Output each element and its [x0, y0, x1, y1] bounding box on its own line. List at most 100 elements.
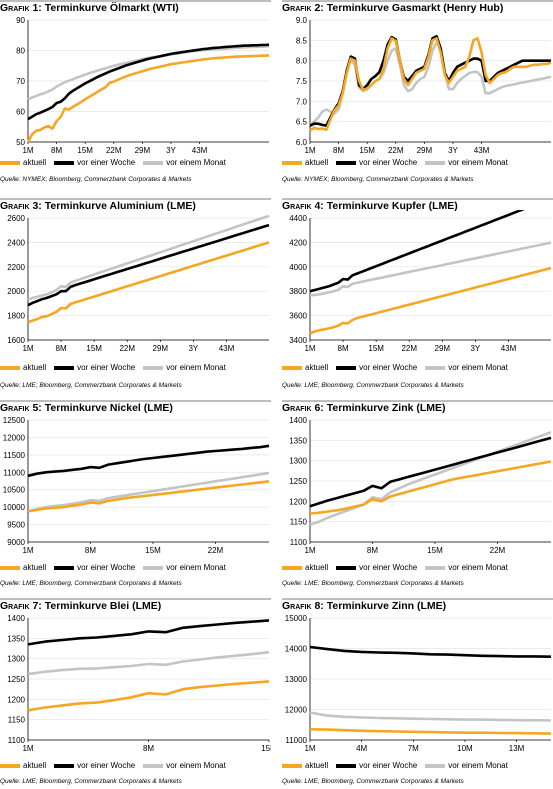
- y-tick-label: 15000: [285, 614, 308, 623]
- chart-name: Terminkurve Kupfer (LME): [326, 200, 458, 212]
- series-line-woche: [27, 223, 270, 307]
- source-note: Quelle: LME; Bloomberg, Commerzbank Corp…: [0, 580, 182, 587]
- chart-name: Terminkurve Nickel (LME): [44, 402, 173, 414]
- chart-name: Terminkurve Ölmarkt (WTI): [44, 2, 179, 14]
- legend-item-woche: vor einer Woche: [336, 563, 417, 572]
- y-tick-label: 1200: [289, 497, 307, 506]
- y-tick-label: 11000: [285, 736, 307, 745]
- y-tick-label: 6.5: [296, 118, 308, 127]
- x-tick-label: 15M: [368, 344, 384, 353]
- legend-item-woche: vor einer Woche: [54, 158, 135, 167]
- x-tick-label: 7M: [408, 744, 419, 753]
- x-tick-label: 22M: [401, 344, 417, 353]
- x-tick-label: 15M: [145, 546, 161, 555]
- chart-name: Terminkurve Zinn (LME): [326, 600, 447, 612]
- y-tick-label: 12000: [285, 706, 308, 715]
- y-tick-label: 10500: [3, 486, 26, 495]
- chart-title: Grafik 1: Terminkurve Ölmarkt (WTI): [0, 2, 179, 14]
- figure-number: Grafik 8:: [282, 600, 324, 612]
- series-line-woche: [309, 210, 525, 293]
- legend-item-aktuell: aktuell: [0, 563, 46, 572]
- x-tick-label: 29M: [417, 146, 433, 155]
- series-line-aktuell: [26, 54, 270, 143]
- divider: [282, 598, 553, 600]
- y-tick-label: 14000: [285, 645, 308, 654]
- x-tick-label: 8M: [56, 344, 67, 353]
- x-tick-label: 15M: [427, 546, 443, 555]
- y-tick-label: 12000: [3, 433, 26, 442]
- x-tick-label: 3Y: [448, 146, 458, 155]
- chart-panel-8: Grafik 8: Terminkurve Zinn (LME) 11000 12…: [282, 598, 553, 789]
- divider: [0, 400, 271, 402]
- y-tick-label: 60: [16, 108, 25, 117]
- chart-title: Grafik 8: Terminkurve Zinn (LME): [282, 600, 446, 612]
- x-tick-label: 8M: [367, 546, 378, 555]
- y-tick-label: 9.0: [296, 16, 308, 25]
- y-tick-label: 1350: [7, 634, 25, 643]
- y-tick-label: 1800: [7, 312, 25, 321]
- series-line-monat: [309, 241, 552, 297]
- line-chart-wti: 50 60 70 80 90 1M 8M 15M 22M 29M 3Y 43M: [16, 16, 270, 155]
- y-tick-label: 13000: [285, 675, 308, 684]
- legend: aktuell vor einer Woche vor einem Monat: [282, 563, 516, 572]
- legend-item-woche: vor einer Woche: [54, 761, 135, 770]
- legend-item-aktuell: aktuell: [282, 563, 328, 572]
- y-tick-label: 3400: [289, 336, 307, 345]
- y-tick-label: 4200: [289, 238, 307, 247]
- source-note: Quelle: NYMEX; Bloomberg, Commerzbank Co…: [282, 176, 474, 183]
- chart-title: Grafik 5: Terminkurve Nickel (LME): [0, 402, 173, 414]
- chart-title: Grafik 7: Terminkurve Blei (LME): [0, 600, 161, 612]
- legend-item-monat: vor einem Monat: [425, 761, 508, 770]
- series-line-monat: [309, 711, 552, 722]
- legend-item-aktuell: aktuell: [282, 363, 328, 372]
- source-note: Quelle: LME; Bloomberg, Commerzbank Corp…: [282, 580, 464, 587]
- chart-panel-5: Grafik 5: Terminkurve Nickel (LME) 9000 9…: [0, 400, 271, 595]
- y-tick-label: 1200: [7, 695, 25, 704]
- series-line-monat: [309, 430, 552, 526]
- line-chart-nickel: 9000 9500 10000 10500 11000 11500 12000 12500 1M…: [3, 416, 270, 555]
- line-chart-kupfer: 3400 3600 3800 4000 4200 4400 1M 8M 15M 22M 29M 3Y 4…: [289, 210, 552, 353]
- y-tick-label: 1400: [7, 614, 25, 623]
- chart-panel-1: Grafik 1: Terminkurve Ölmarkt (WTI) 50 60…: [0, 0, 271, 188]
- y-tick-label: 1150: [290, 518, 308, 527]
- series-line-monat: [27, 650, 270, 676]
- chart-panel-7: Grafik 7: Terminkurve Blei (LME) 1100 115…: [0, 598, 271, 789]
- source-note: Quelle: LME; Bloomberg, Commerzbank Corp…: [282, 382, 464, 389]
- x-tick-label: 4M: [356, 744, 367, 753]
- x-tick-label: 29M: [135, 146, 151, 155]
- y-tick-label: 1100: [8, 736, 26, 745]
- x-tick-label: 43M: [474, 146, 490, 155]
- x-tick-label: 15M: [261, 744, 271, 753]
- y-tick-label: 50: [16, 138, 25, 147]
- x-tick-label: 10M: [457, 744, 473, 753]
- y-tick-label: 70: [16, 77, 25, 86]
- chart-title: Grafik 4: Terminkurve Kupfer (LME): [282, 200, 458, 212]
- divider: [0, 198, 271, 200]
- source-note: Quelle: LME; Bloomberg, Commerzbank Corp…: [0, 382, 182, 389]
- source-note: Quelle: NYMEX; Bloomberg, Commerzbank Co…: [0, 176, 192, 183]
- x-tick-label: 1M: [304, 146, 315, 155]
- legend-item-monat: vor einem Monat: [143, 563, 226, 572]
- x-tick-label: 1M: [22, 146, 33, 155]
- y-tick-label: 6.0: [296, 138, 308, 147]
- legend-item-woche: vor einer Woche: [336, 761, 417, 770]
- figure-number: Grafik 5:: [0, 402, 42, 414]
- y-tick-label: 3800: [289, 287, 307, 296]
- y-tick-label: 7.5: [296, 77, 308, 86]
- chart-name: Terminkurve Blei (LME): [44, 600, 162, 612]
- divider: [282, 198, 553, 200]
- legend-item-monat: vor einem Monat: [425, 563, 508, 572]
- chart-title: Grafik 3: Terminkurve Aluminium (LME): [0, 200, 196, 212]
- divider: [0, 0, 271, 2]
- legend: aktuell vor einer Woche vor einem Monat: [0, 761, 234, 770]
- x-tick-label: 3Y: [470, 344, 480, 353]
- y-tick-label: 2400: [7, 238, 25, 247]
- legend-item-monat: vor einem Monat: [143, 363, 226, 372]
- x-tick-label: 22M: [119, 344, 135, 353]
- legend-item-aktuell: aktuell: [282, 761, 328, 770]
- x-tick-label: 15M: [359, 146, 375, 155]
- chart-panel-2: Grafik 2: Terminkurve Gasmarkt (Henry Hu…: [282, 0, 553, 188]
- legend-item-woche: vor einer Woche: [336, 158, 417, 167]
- legend: aktuell vor einer Woche vor einem Monat: [0, 563, 234, 572]
- y-tick-label: 2200: [7, 263, 25, 272]
